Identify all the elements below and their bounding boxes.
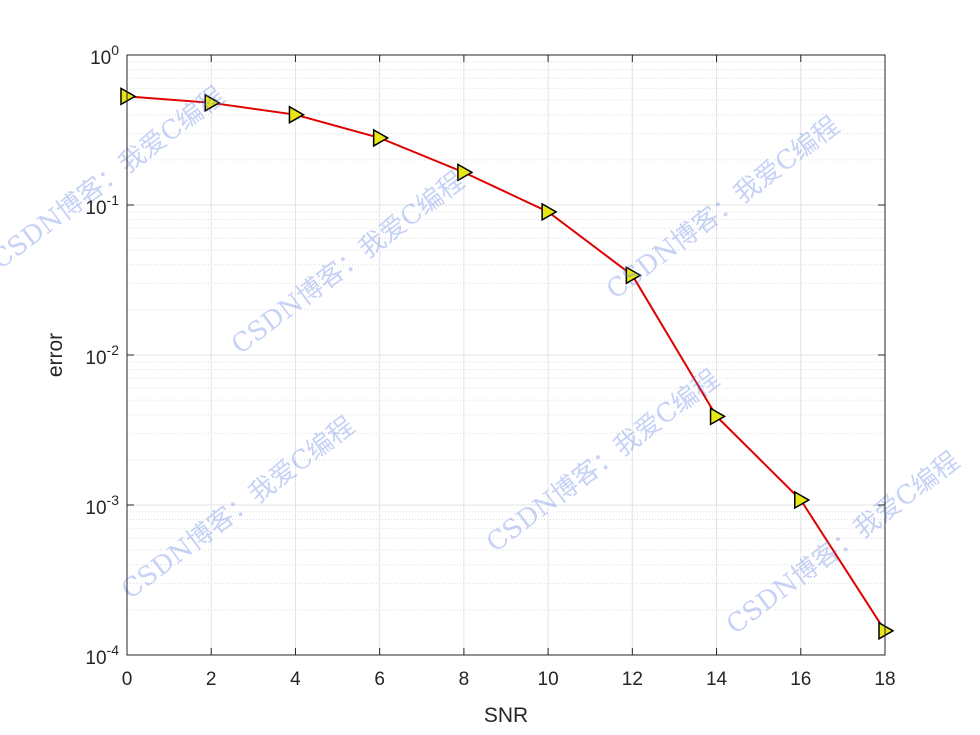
x-tick-label: 16 [790,669,811,690]
x-tick-label: 0 [122,669,133,690]
x-tick-label: 4 [290,669,301,690]
x-tick-label: 6 [374,669,385,690]
data-point-marker [204,93,221,113]
y-axis-ticks: 10-4 10-3 10-2 10-1 100 [85,42,885,669]
x-tick-label: 14 [706,669,728,690]
data-point-marker [372,128,390,148]
x-tick-label: 18 [874,669,895,690]
data-point-marker [541,202,558,222]
y-tick-label: 100 [90,42,119,69]
y-tick-label: 10-1 [85,192,119,219]
x-tick-label: 8 [459,669,470,690]
x-tick-label: 2 [206,669,217,690]
x-axis-ticks: 0 2 4 6 8 10 12 14 16 18 [122,55,896,690]
data-point-marker [120,87,137,106]
y-tick-label: 10-3 [85,492,119,519]
data-point-marker [288,105,305,124]
data-point-marker [709,407,727,426]
x-tick-label: 10 [538,669,559,690]
data-point-marker [878,621,895,641]
data-point-marker [794,490,811,510]
y-tick-label: 10-2 [85,342,119,369]
x-axis-label: SNR [484,704,528,727]
x-tick-label: 12 [622,669,643,690]
y-tick-label: 10-4 [85,642,119,669]
series-line [126,95,886,632]
data-point-marker [457,163,474,182]
y-axis-label: error [44,333,67,377]
data-point-marker [625,265,642,285]
series-layer [120,87,895,641]
